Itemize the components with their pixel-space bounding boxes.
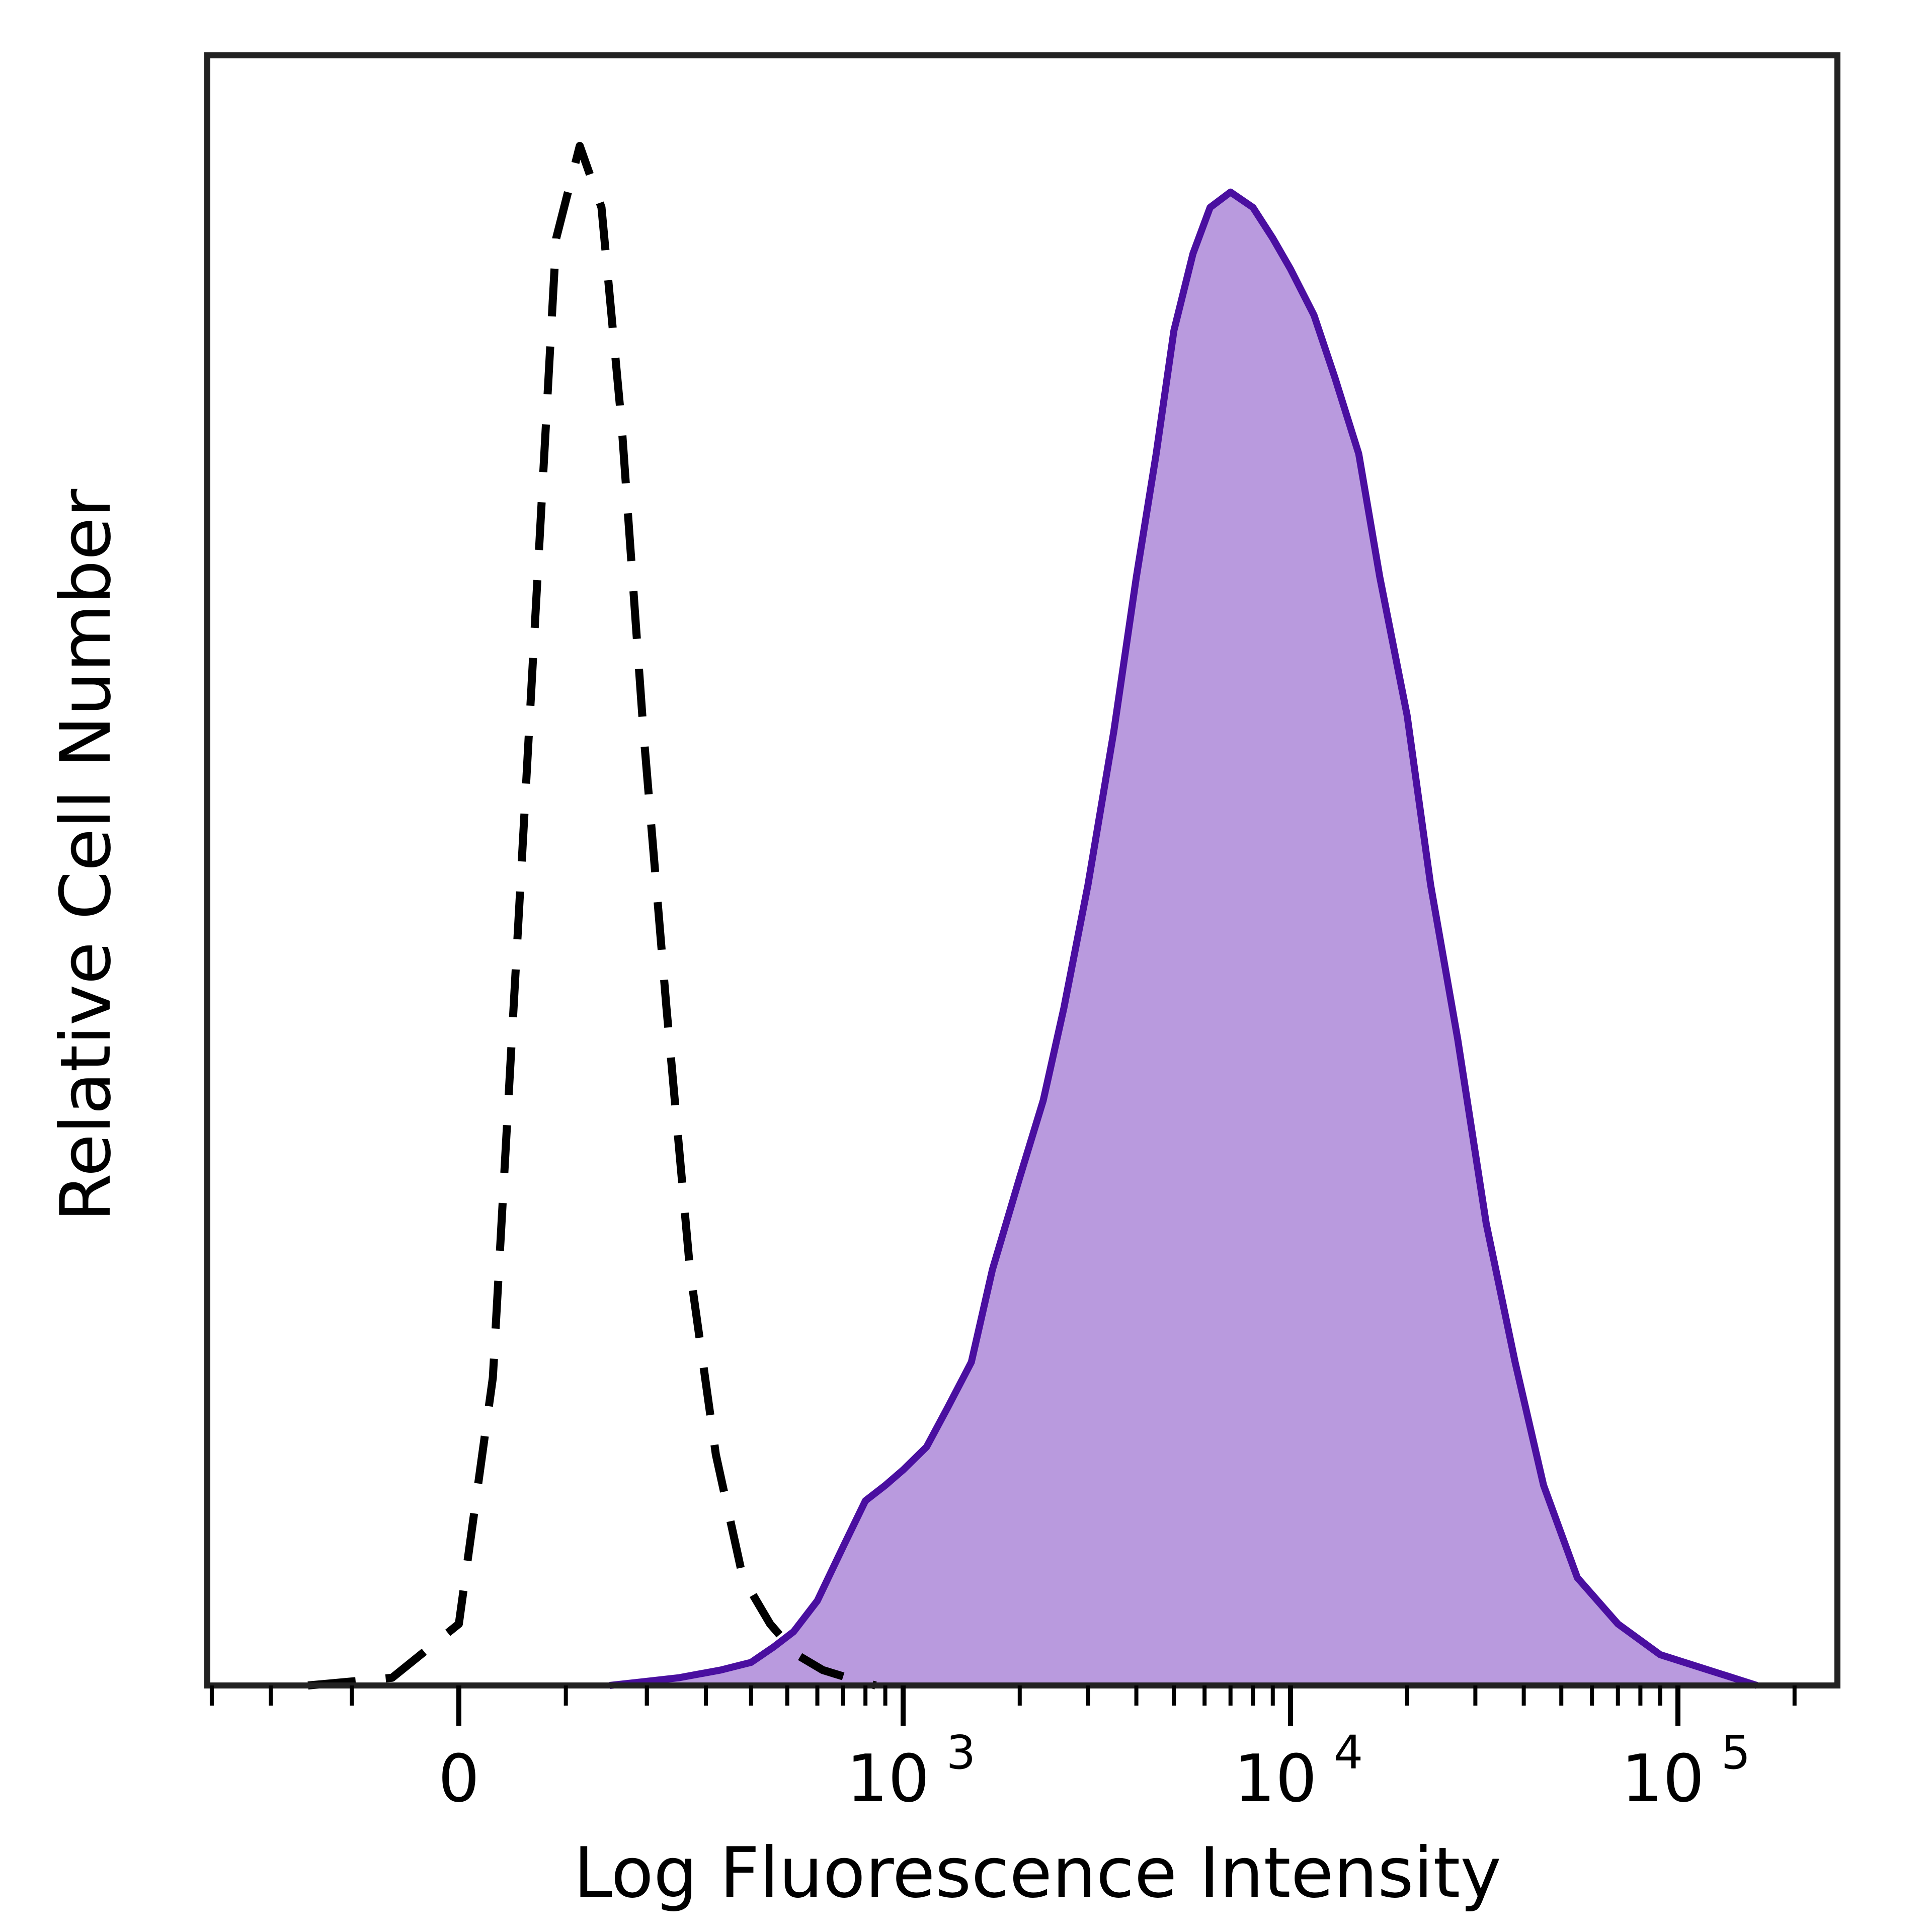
x-tick-label: 0 (438, 1740, 480, 1817)
y-axis-label: Relative Cell Number (45, 489, 126, 1222)
stained-histogram-line (609, 188, 1758, 1689)
plot-layer (307, 142, 1758, 1689)
stained-histogram-fill (609, 192, 1757, 1685)
control-histogram-line (307, 142, 877, 1689)
x-tick-label: 10 (846, 1740, 929, 1817)
x-axis-label: Log Fluorescence Intensity (574, 1832, 1501, 1913)
x-tick-exponent: 3 (946, 1726, 976, 1780)
x-tick-exponent: 4 (1334, 1726, 1363, 1780)
tick-layer: 0 10 3 10 4 10 5 (209, 1685, 1797, 1817)
plot-frame (204, 52, 1840, 1688)
x-tick-label: 10 (1621, 1740, 1704, 1817)
x-tick-label: 10 (1234, 1740, 1317, 1817)
x-tick-exponent: 5 (1721, 1726, 1751, 1780)
